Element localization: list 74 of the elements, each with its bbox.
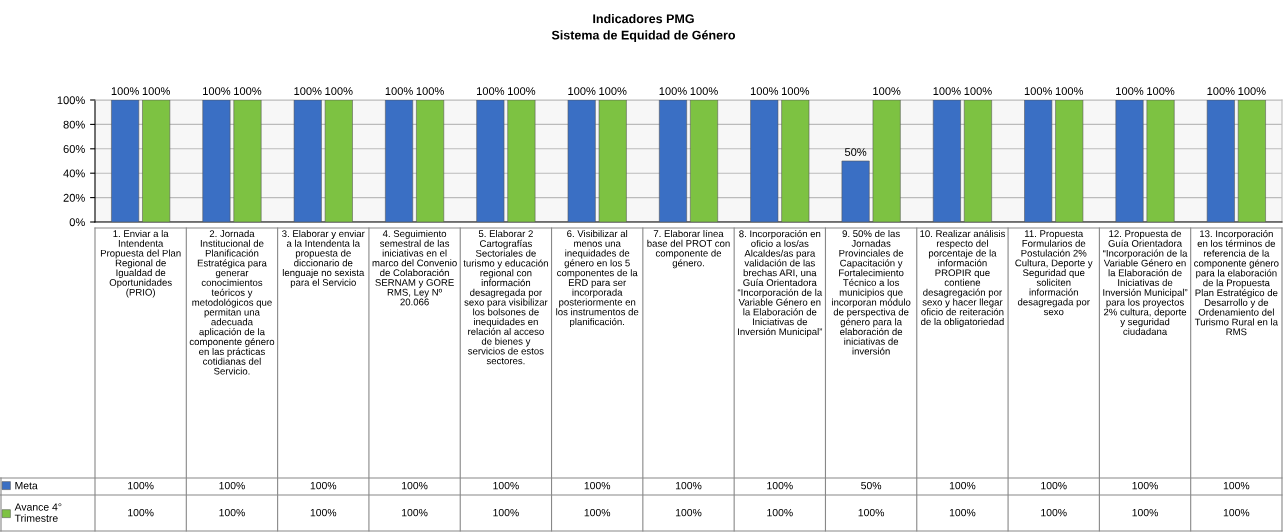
- text: 100%: [416, 87, 444, 96]
- text: 100%: [111, 87, 139, 96]
- category-label: 8. Incorporación en oficio a los/as Alcaldes/as para validación de las brechas ARI, una Guía Orientadora “Incorporación de la Variable Género en la Elaboración de Iniciativas de Inversión Municipal”: [737, 230, 823, 337]
- chart-title: Indicadores PMG Sistema de Equidad de Género: [551, 14, 736, 42]
- category-label: 2. Jornada Institucional de Planificación Estratégica para generar conocimientos teóricos y metodológicos que permitan una adecuada aplicación de la componente género en las prácticas cotidianas del Servicio.: [189, 230, 275, 375]
- data-label: 100%: [402, 481, 428, 490]
- data-label: 100%: [1223, 481, 1250, 490]
- data-label: 100%: [493, 508, 519, 517]
- data-label: 100%: [310, 508, 337, 517]
- text: 100%: [599, 87, 627, 96]
- data-label: 100%: [584, 508, 611, 517]
- legend-label: Avance 4° Trimestre: [14, 503, 62, 522]
- text: 100%: [385, 87, 413, 96]
- category-label: 12. Propuesta de Guía Orientadora “Incorporación de la Variable Género en la Elaboración de Iniciativas de Inversión Municipal” para los proyectos 2% cultura, deporte y seguridad ciudadana: [1103, 230, 1188, 335]
- category-label: 10. Realizar análisis respecto del porcentaje de la información PROPIR que contiene desagregación por sexo y hacer llegar oficio de reiteración de la obligatoriedad: [920, 229, 1005, 327]
- text: 100%: [203, 87, 231, 96]
- y-tick-label: 100%: [57, 96, 85, 105]
- x-tick-label: 1. Enviar a la Intendenta Propuesta del Plan Regional de Igualdad de Oportunidades (PRIO): [100, 230, 181, 298]
- text: 100%: [294, 87, 322, 96]
- data-label: 100%: [219, 481, 245, 490]
- x-tick-label: 7. Elaborar línea base del PROT con componente de género.: [647, 229, 730, 269]
- data-label: 100%: [767, 508, 793, 517]
- text: 100%: [477, 87, 505, 96]
- data-label: 100%: [128, 508, 154, 517]
- data-label: 100%: [949, 481, 976, 490]
- y-tick-label: 60%: [63, 145, 85, 153]
- data-label: 100%: [1223, 508, 1250, 517]
- data-label: 100%: [584, 481, 611, 490]
- data-label: 100%: [310, 481, 337, 490]
- text: 100%: [750, 87, 779, 96]
- data-label: 50%: [861, 481, 882, 490]
- data-label: 100%: [402, 508, 428, 517]
- category-label: 5. Elaborar 2 Cartografías Sectoriales de turismo y educación regional con información desagregada por sexo para visibilizar los bolsones de inequidades en relación al acceso de bienes y servicios de estos sectores.: [463, 230, 548, 365]
- y-tick-label: 20%: [63, 193, 85, 202]
- data-label: 100%: [675, 481, 702, 490]
- y-tick-label: 0%: [69, 218, 85, 227]
- category-label: 13. Incorporación en los términos de referencia de la componente género para la elaboración de la Propuesta Plan Estratégico de Desarrollo y de Ordenamiento del Turismo Rural en la RMS: [1194, 230, 1279, 336]
- category-label: 6. Visibilizar al menos una inequidades de género en los 5 componentes de la ERD para ser incorporada posteriormente en los instrumentos de planificación.: [556, 230, 639, 328]
- data-label: 100%: [1132, 508, 1158, 517]
- text: 100%: [1055, 87, 1084, 96]
- y-tick-label: 80%: [63, 120, 85, 129]
- text: 100%: [1116, 87, 1144, 96]
- category-label: 9. 50% de las Jornadas Provinciales de Capacitación y Fortalecimiento Técnico a los municipios que incorporan módulo de perspectiva de género para la elaboración de iniciativas de inversión: [832, 230, 911, 355]
- text: 100%: [234, 87, 262, 96]
- legend-label: Meta: [15, 482, 38, 490]
- text: 100%: [690, 87, 718, 96]
- text: 100%: [1147, 87, 1175, 96]
- text: 100%: [142, 87, 170, 96]
- data-label: 100%: [949, 508, 976, 517]
- data-label: 100%: [767, 481, 793, 490]
- data-label: 100%: [493, 481, 519, 490]
- text: 100%: [964, 87, 992, 96]
- text: 100%: [508, 87, 536, 96]
- text: 50%: [844, 148, 867, 157]
- data-label: 100%: [858, 508, 885, 517]
- category-label: 11. Propuesta Formularios de Postulación 2% Cultura, Deporte y Seguridad que soliciten información desagregada por sexo: [1015, 230, 1093, 316]
- data-label: 100%: [1132, 481, 1158, 490]
- data-label: 100%: [128, 481, 154, 490]
- data-label: 100%: [1041, 481, 1067, 490]
- x-tick-label: 3. Elaborar y enviar a la Intendenta la propuesta de diccionario de lenguaje no sexista para el Servicio: [282, 230, 365, 288]
- text: 100%: [1238, 87, 1266, 96]
- x-tick-label: 4. Seguimiento semestral de las iniciativas en el marco del Convenio de Colaboración SERNAM y GORE RMS, Ley Nº 20.066: [372, 230, 457, 306]
- text: 100%: [1207, 87, 1235, 96]
- text: 100%: [1024, 87, 1053, 96]
- data-label: 100%: [1041, 508, 1067, 517]
- text: 100%: [873, 87, 901, 96]
- data-label: 100%: [675, 508, 702, 517]
- y-tick-label: 40%: [63, 169, 85, 178]
- text: 100%: [568, 87, 596, 96]
- text: 100%: [325, 87, 353, 96]
- text: 100%: [933, 87, 961, 96]
- text: 100%: [781, 87, 810, 96]
- data-label: 100%: [219, 508, 245, 517]
- text: 100%: [659, 87, 687, 96]
